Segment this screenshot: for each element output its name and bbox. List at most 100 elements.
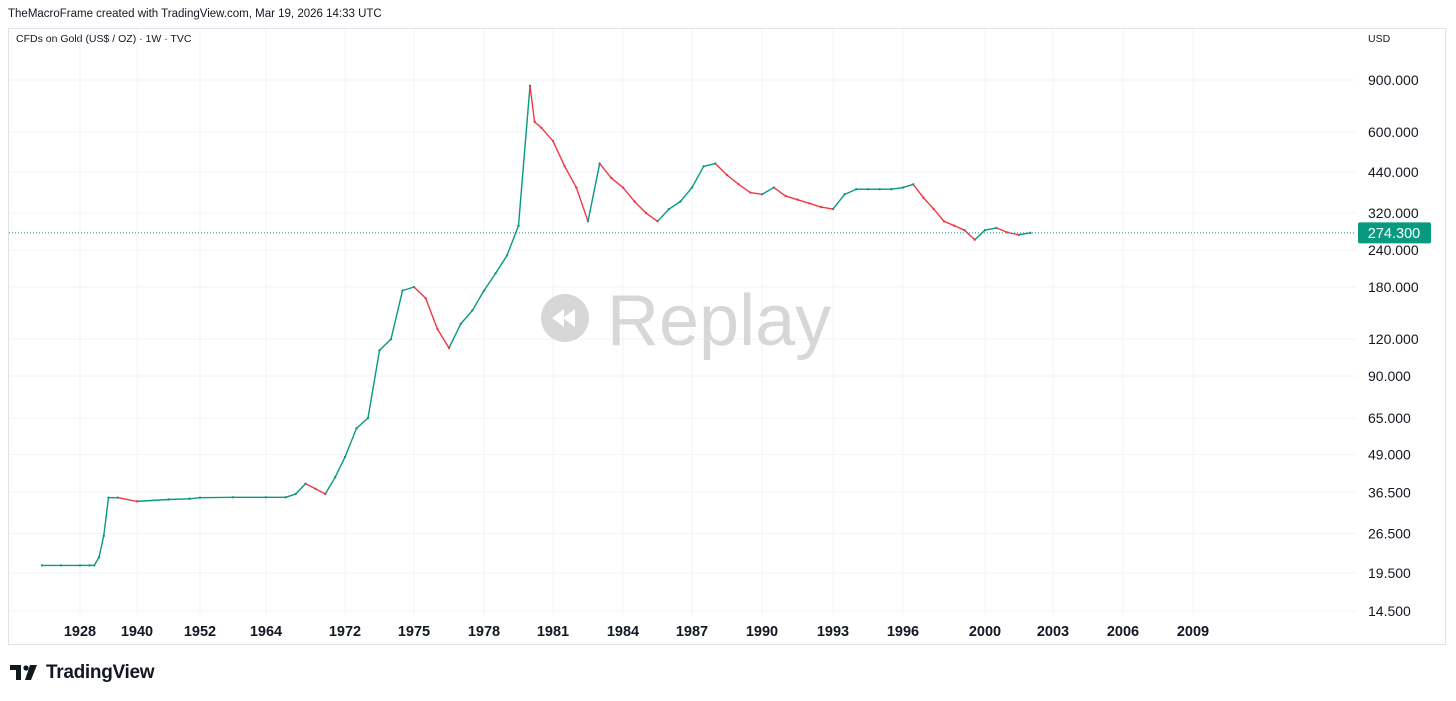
- price-segment: [714, 163, 728, 176]
- price-segment: [324, 476, 336, 495]
- y-tick-label: 90.000: [1368, 368, 1411, 384]
- x-tick-label: 1990: [746, 624, 778, 640]
- y-tick-label: 240.000: [1368, 242, 1419, 258]
- price-segment: [809, 202, 822, 208]
- price-segment: [726, 174, 740, 185]
- price-segment: [1007, 231, 1020, 236]
- price-segment: [984, 227, 997, 231]
- price-segment: [344, 428, 358, 458]
- y-tick-label: 440.000: [1368, 164, 1419, 180]
- price-segment: [305, 483, 316, 490]
- y-tick-label: 26.500: [1368, 525, 1411, 541]
- last-price-value: 274.300: [1368, 226, 1420, 242]
- tradingview-logo-icon: [10, 665, 37, 680]
- price-segment: [902, 183, 914, 189]
- tradingview-footer[interactable]: TradingView: [10, 662, 155, 684]
- chart-grid: [9, 29, 1356, 615]
- y-tick-label: 65.000: [1368, 410, 1411, 426]
- x-tick-label: 1952: [184, 624, 216, 640]
- price-segment: [599, 163, 612, 179]
- price-segment: [832, 193, 846, 210]
- x-tick-label: 1928: [64, 624, 96, 640]
- y-tick-label: 180.000: [1368, 279, 1419, 295]
- price-segment: [98, 535, 105, 558]
- price-segment: [189, 496, 201, 500]
- price-segment: [974, 229, 986, 241]
- price-segment: [117, 496, 138, 503]
- price-segment: [761, 186, 775, 195]
- price-segment: [285, 493, 296, 498]
- x-axis: 1928 1940 1952 1964 1972 1975 1978 1981 1984 1987…: [64, 624, 1209, 640]
- currency-label[interactable]: USD: [1368, 33, 1391, 45]
- y-tick-label: 36.500: [1368, 484, 1411, 500]
- price-segment: [891, 186, 904, 190]
- price-segment: [483, 273, 497, 292]
- price-segment: [738, 183, 751, 194]
- price-segment: [922, 197, 935, 210]
- tradingview-brand: TradingView: [46, 662, 155, 683]
- price-segment: [785, 195, 798, 201]
- price-segment: [564, 165, 577, 188]
- x-tick-label: 1940: [121, 624, 153, 640]
- price-segment: [136, 498, 169, 503]
- price-segment: [315, 488, 326, 495]
- price-segment: [517, 85, 531, 226]
- price-segment: [773, 186, 787, 197]
- last-price-label: 274.300: [1358, 222, 1431, 244]
- price-segment: [821, 206, 834, 210]
- x-tick-label: 1984: [607, 624, 639, 640]
- price-segment: [933, 208, 945, 222]
- x-tick-label: 1996: [887, 624, 919, 640]
- y-tick-label: 320.000: [1368, 205, 1419, 221]
- price-segment: [679, 187, 693, 202]
- replay-text: Replay: [607, 281, 831, 361]
- price-segment: [334, 456, 346, 478]
- price-segment: [448, 323, 462, 349]
- x-tick-label: 1987: [676, 624, 708, 640]
- price-segment: [494, 255, 508, 274]
- price-segment: [645, 212, 658, 222]
- y-axis: 900.000 600.000 440.000 320.000 240.000 180.0…: [1368, 72, 1419, 619]
- x-tick-label: 1975: [398, 624, 430, 640]
- x-tick-label: 1972: [329, 624, 361, 640]
- chart-frame: [8, 28, 1446, 645]
- price-segment: [436, 328, 450, 349]
- price-segment: [460, 310, 473, 325]
- price-segment: [912, 183, 925, 199]
- x-tick-label: 1993: [817, 624, 849, 640]
- price-segment: [622, 187, 636, 202]
- x-tick-label: 2009: [1177, 624, 1209, 640]
- price-segment: [844, 188, 857, 195]
- price-segment: [425, 297, 438, 330]
- price-segment: [413, 286, 427, 299]
- price-segment: [552, 140, 566, 167]
- y-tick-label: 900.000: [1368, 72, 1419, 88]
- y-tick-label: 14.500: [1368, 603, 1411, 619]
- x-tick-label: 1964: [250, 624, 282, 640]
- price-segment: [295, 483, 307, 495]
- price-segment: [587, 163, 601, 222]
- price-segment: [634, 200, 647, 214]
- price-segment: [797, 198, 810, 205]
- replay-watermark: Replay: [541, 281, 831, 361]
- price-segment: [529, 85, 536, 122]
- price-segment: [471, 290, 485, 311]
- price-segment: [750, 191, 763, 196]
- price-segment: [668, 200, 681, 210]
- price-point: [1029, 231, 1032, 235]
- x-tick-label: 1978: [468, 624, 500, 640]
- y-tick-label: 19.500: [1368, 565, 1411, 581]
- price-segment: [379, 338, 392, 351]
- price-segment: [1018, 232, 1031, 236]
- price-segment: [534, 121, 542, 129]
- x-tick-label: 2006: [1107, 624, 1139, 640]
- symbol-title[interactable]: CFDs on Gold (US$ / OZ) · 1W · TVC: [16, 33, 192, 45]
- x-tick-label: 2003: [1037, 624, 1069, 640]
- price-segment: [691, 165, 705, 188]
- price-segment: [402, 286, 415, 292]
- price-segment: [610, 177, 624, 189]
- price-segment: [953, 225, 965, 231]
- price-segment: [575, 187, 589, 222]
- chart-credit: TheMacroFrame created with TradingView.c…: [8, 8, 382, 20]
